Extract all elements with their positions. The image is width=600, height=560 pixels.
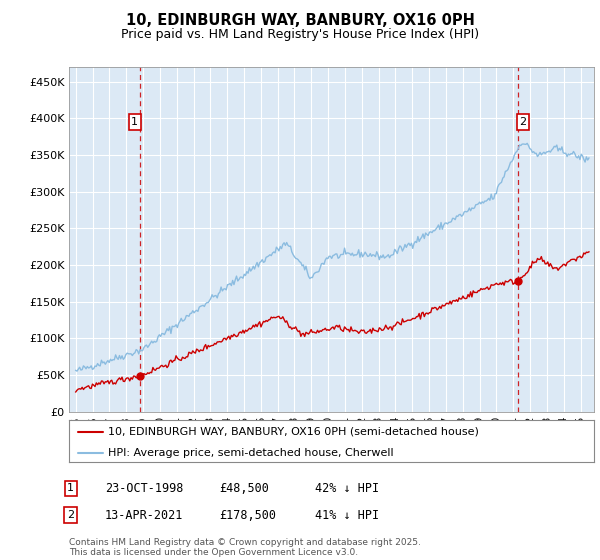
- Text: Contains HM Land Registry data © Crown copyright and database right 2025.
This d: Contains HM Land Registry data © Crown c…: [69, 538, 421, 557]
- Text: £178,500: £178,500: [219, 508, 276, 522]
- Text: Price paid vs. HM Land Registry's House Price Index (HPI): Price paid vs. HM Land Registry's House …: [121, 28, 479, 41]
- Text: 41% ↓ HPI: 41% ↓ HPI: [315, 508, 379, 522]
- Text: 2: 2: [520, 117, 527, 127]
- Text: 10, EDINBURGH WAY, BANBURY, OX16 0PH: 10, EDINBURGH WAY, BANBURY, OX16 0PH: [125, 13, 475, 28]
- Text: HPI: Average price, semi-detached house, Cherwell: HPI: Average price, semi-detached house,…: [109, 448, 394, 458]
- Text: 13-APR-2021: 13-APR-2021: [105, 508, 184, 522]
- Text: 1: 1: [131, 117, 138, 127]
- Text: £48,500: £48,500: [219, 482, 269, 495]
- Text: 2: 2: [67, 510, 74, 520]
- Text: 42% ↓ HPI: 42% ↓ HPI: [315, 482, 379, 495]
- Text: 10, EDINBURGH WAY, BANBURY, OX16 0PH (semi-detached house): 10, EDINBURGH WAY, BANBURY, OX16 0PH (se…: [109, 427, 479, 437]
- Text: 1: 1: [67, 483, 74, 493]
- Text: 23-OCT-1998: 23-OCT-1998: [105, 482, 184, 495]
